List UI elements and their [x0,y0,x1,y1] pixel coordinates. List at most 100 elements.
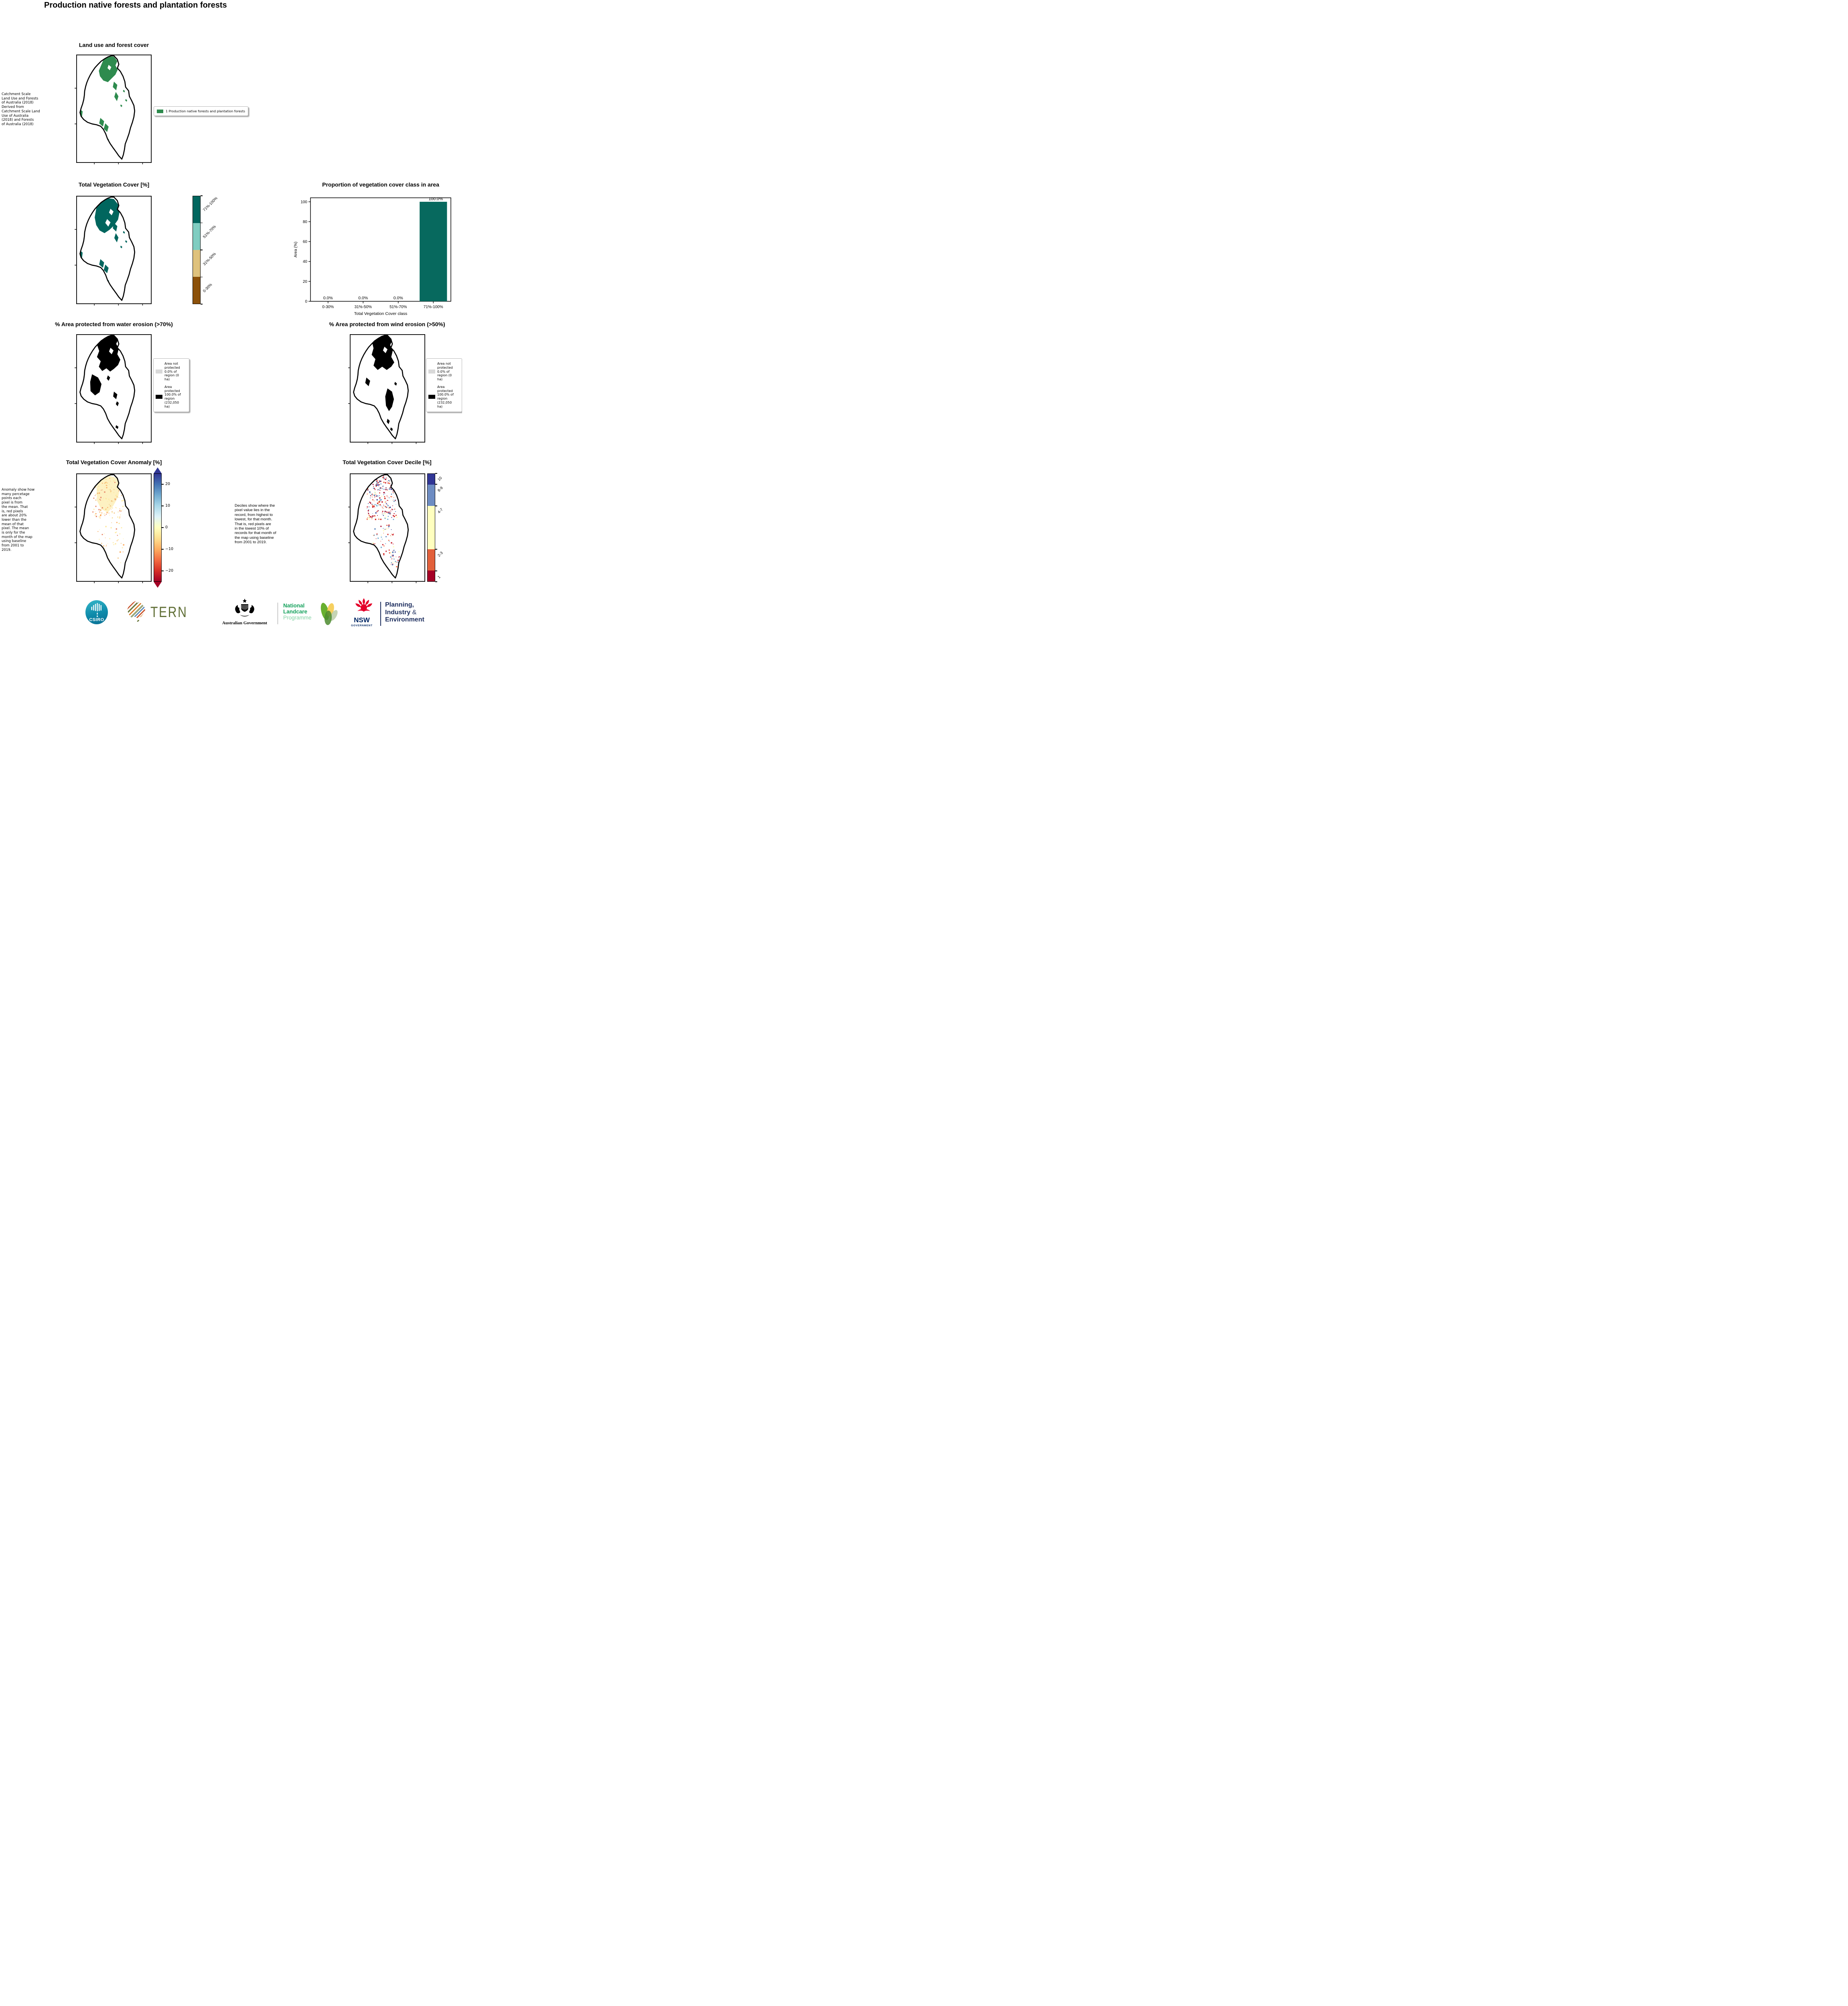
speckle [370,495,371,496]
speckle [121,510,122,511]
speckle [381,534,382,536]
speckle [388,512,389,514]
speckle [368,518,370,520]
landcare-line3: Programme [283,615,312,621]
map-svg [75,473,152,583]
speckle [114,512,115,514]
colorbar-segment [428,549,435,571]
speckle [381,495,382,497]
speckle [96,498,97,499]
speckle [114,482,116,483]
speckle [121,527,122,528]
speckle [384,518,386,519]
speckle [95,516,97,517]
bar [420,201,447,301]
speckle [110,493,112,495]
map-patch [99,56,118,82]
speckle [395,511,396,512]
speckle [367,510,369,512]
speckle [373,494,375,496]
legend-row: Area protected 100.0% of region (232,050… [156,385,187,409]
page-title: Production native forests and plantation… [44,1,227,10]
speckle [395,500,396,501]
speckle [379,492,380,493]
speckle [392,556,393,557]
legend-row: Area not protected 0.0% of region (0 ha) [428,362,460,382]
speckle [383,477,385,479]
speckle [384,529,385,530]
map-frame [349,473,425,582]
planning-industry-environment-logo: Planning, Industry & Environment [385,601,424,624]
colorbar-tick-label: 0 [165,525,168,530]
catchment-outline [79,335,135,439]
speckle [371,518,373,519]
speckle [108,499,110,500]
speckle [372,493,373,494]
speckle [119,510,120,512]
speckle [387,505,389,506]
speckle [102,489,103,490]
speckle [385,506,386,508]
speckle [383,477,384,478]
speckle [369,515,370,516]
map-svg [75,334,152,444]
speckle [382,544,383,546]
vegcover-map [75,195,152,306]
speckle [373,506,375,507]
tern-australia-icon: TERN [127,601,187,622]
speckle [116,528,117,530]
australian-government-logo: Australian Government [217,599,273,627]
speckle [389,513,390,514]
speckle [396,566,398,568]
colorbar-class-label: 71%-100% [202,196,219,213]
speckle [123,499,124,501]
speckle [101,512,103,514]
map-patch [103,123,109,132]
speckle [100,499,101,501]
map-patch [120,246,122,248]
speckle [376,482,377,484]
catchment-outline [79,55,135,160]
speckle [390,535,391,536]
speckle [385,482,386,483]
speckle [107,507,108,508]
map-patch [120,104,122,107]
speckle [376,504,377,506]
map-patch [385,388,394,411]
speckle [368,509,369,510]
speckle [115,543,116,545]
speckle [378,484,379,486]
bar-value-label: 0.0% [323,296,333,300]
map-patch [394,382,397,386]
speckle [376,499,378,501]
speckle [373,486,374,487]
speckle [367,506,368,508]
map-patch [99,259,104,268]
x-tick-label: 51%-70% [389,305,407,309]
speckle [117,484,118,485]
speckle [376,483,377,485]
map-patch [116,401,119,406]
speckle [390,513,391,514]
speckle [94,514,96,516]
speckle [394,513,395,514]
colorbar-arrow-up [154,467,162,473]
speckle [376,495,378,497]
bar-chart-svg: 0 20 40 60 80 100 0-30% 0.0% 31%-50% 0.0% 51%-70% 0… [294,197,451,316]
speckle [106,495,108,496]
colorbar-tick-label: 20 [165,482,170,486]
speckle [384,513,386,514]
speckle [372,494,373,495]
speckle [115,532,116,533]
speckle [388,524,390,526]
speckle [376,533,378,535]
csiro-marks-icon: CSIRO [89,603,104,622]
speckle [100,510,101,511]
colorbar-tick [435,581,437,582]
speckle [384,496,385,497]
speckle [373,535,374,536]
speckle [120,551,121,552]
speckle [121,500,123,502]
colorbar-segment [428,571,435,581]
nsw-government-logo: NSW GOVERNMENT [347,598,376,627]
